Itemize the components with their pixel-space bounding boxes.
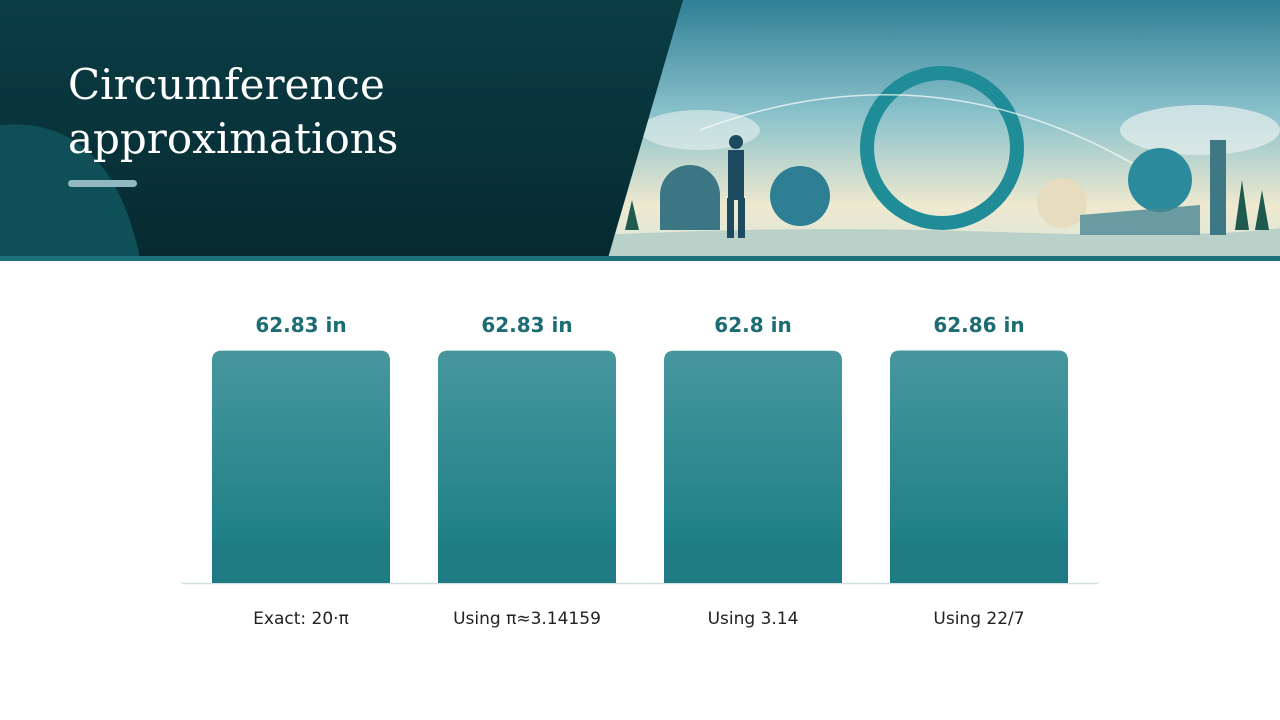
value-label: 62.8 in — [714, 313, 791, 337]
bar — [664, 350, 842, 583]
title-underline — [68, 180, 137, 187]
bar — [890, 350, 1068, 583]
header-art — [600, 0, 1280, 258]
header-panel — [0, 0, 683, 258]
category-label: Using 3.14 — [708, 609, 799, 629]
header-curve — [0, 124, 140, 258]
category-label: Using π≈3.14159 — [453, 609, 601, 629]
slide-title: Circumference approximations — [68, 60, 399, 163]
bar — [438, 350, 616, 583]
header-strip — [0, 256, 1280, 261]
value-label: 62.86 in — [933, 313, 1024, 337]
category-label: Using 22/7 — [933, 609, 1024, 629]
value-label: 62.83 in — [481, 313, 572, 337]
category-label: Exact: 20·π — [253, 609, 349, 629]
bar — [212, 350, 390, 583]
value-label: 62.83 in — [255, 313, 346, 337]
